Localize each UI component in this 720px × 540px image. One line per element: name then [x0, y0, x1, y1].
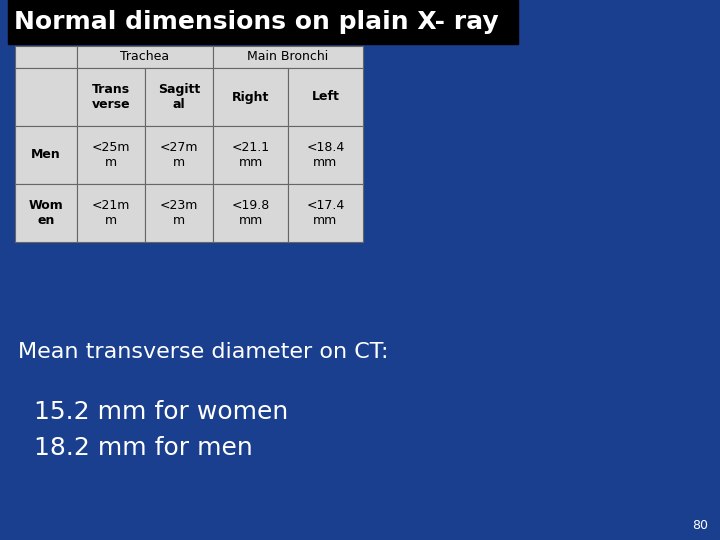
Bar — [213, 68, 288, 126]
Text: <21.1
mm: <21.1 mm — [231, 141, 269, 169]
Bar — [213, 126, 288, 184]
Text: <17.4
mm: <17.4 mm — [307, 199, 345, 227]
Bar — [15, 68, 77, 126]
Bar — [288, 126, 363, 184]
Bar — [15, 184, 77, 242]
Bar — [288, 184, 363, 242]
Bar — [77, 126, 145, 184]
Text: Men: Men — [31, 148, 61, 161]
Bar — [288, 68, 363, 126]
Bar — [8, 0, 518, 44]
Text: Trans
verse: Trans verse — [91, 83, 130, 111]
Text: Left: Left — [312, 91, 339, 104]
Text: Mean transverse diameter on CT:: Mean transverse diameter on CT: — [18, 342, 389, 362]
Text: <18.4
mm: <18.4 mm — [307, 141, 345, 169]
Text: 15.2 mm for women
  18.2 mm for men: 15.2 mm for women 18.2 mm for men — [18, 400, 288, 460]
Bar — [77, 46, 213, 68]
Bar — [145, 126, 213, 184]
Text: <19.8
mm: <19.8 mm — [231, 199, 269, 227]
Text: Wom
en: Wom en — [29, 199, 63, 227]
Text: Normal dimensions on plain X- ray: Normal dimensions on plain X- ray — [14, 10, 499, 34]
Text: <23m
m: <23m m — [160, 199, 198, 227]
Text: <21m
m: <21m m — [92, 199, 130, 227]
Bar — [213, 46, 363, 68]
Text: <25m
m: <25m m — [91, 141, 130, 169]
Text: Sagitt
al: Sagitt al — [158, 83, 200, 111]
Text: Right: Right — [232, 91, 269, 104]
Text: Trachea: Trachea — [120, 51, 170, 64]
Bar — [77, 68, 145, 126]
Bar — [77, 184, 145, 242]
Text: <27m
m: <27m m — [160, 141, 198, 169]
Text: 80: 80 — [692, 519, 708, 532]
Bar — [145, 68, 213, 126]
Bar — [145, 184, 213, 242]
Bar — [213, 184, 288, 242]
Text: Main Bronchi: Main Bronchi — [248, 51, 328, 64]
Bar — [15, 126, 77, 184]
Bar — [15, 46, 77, 68]
